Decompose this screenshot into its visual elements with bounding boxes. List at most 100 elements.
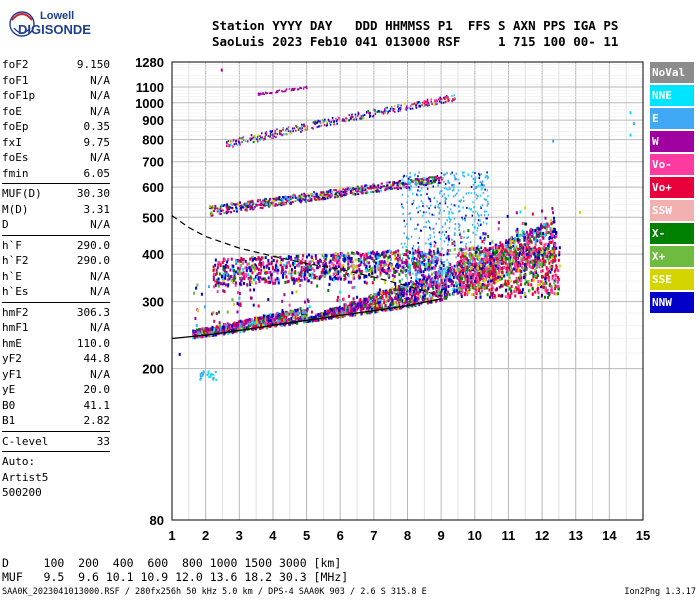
echo-point: [465, 270, 467, 273]
echo-point: [438, 231, 441, 234]
echo-point: [385, 291, 388, 295]
echo-point: [470, 253, 473, 257]
echo-point: [474, 176, 477, 179]
echo-point: [257, 323, 260, 327]
echo-point: [514, 294, 517, 298]
echo-point: [474, 262, 477, 266]
echo-point: [443, 233, 446, 236]
echo-point: [254, 327, 257, 331]
echo-point: [545, 230, 548, 234]
echo-point: [490, 292, 493, 296]
echo-point: [352, 267, 355, 271]
echo-point: [447, 234, 450, 238]
echo-point: [496, 248, 499, 252]
echo-point: [540, 251, 543, 255]
echo-point: [484, 232, 487, 236]
echo-point: [416, 250, 419, 254]
echo-point: [230, 257, 233, 261]
echo-point: [263, 280, 266, 284]
echo-point: [448, 181, 451, 184]
echo-point: [551, 256, 554, 260]
echo-point: [519, 290, 522, 294]
echo-point: [555, 264, 558, 268]
echo-point: [501, 246, 504, 250]
echo-point: [484, 254, 487, 258]
param-row-mufd: MUF(D) 30.30: [2, 186, 110, 202]
param-row-b0: B0 41.1: [2, 398, 110, 414]
echo-point: [494, 264, 497, 268]
echo-point: [337, 272, 340, 276]
echo-point: [534, 246, 537, 250]
echo-point: [453, 183, 455, 186]
echo-point: [440, 189, 443, 192]
echo-point: [337, 262, 340, 266]
echo-point: [439, 202, 441, 205]
echo-point: [436, 250, 439, 254]
echo-point: [365, 274, 368, 278]
echo-point: [467, 229, 470, 233]
echo-point: [465, 271, 468, 275]
echo-point: [317, 261, 320, 265]
echo-point: [240, 204, 243, 207]
echo-point: [514, 266, 517, 270]
echo-point: [433, 244, 436, 248]
echo-point: [288, 270, 291, 274]
echo-point: [542, 285, 545, 289]
echo-point: [525, 230, 528, 234]
echo-point: [389, 250, 392, 254]
echo-point: [506, 214, 509, 218]
echo-point: [515, 245, 518, 249]
echo-point: [504, 265, 507, 269]
echo-point: [282, 312, 285, 316]
param-value: 20.0: [83, 383, 111, 396]
echo-point: [335, 258, 338, 262]
echo-point: [461, 254, 464, 258]
echo-point: [409, 176, 412, 179]
echo-point: [372, 295, 375, 299]
echo-point: [417, 262, 420, 266]
echo-point: [397, 252, 400, 256]
echo-point: [310, 310, 313, 314]
echo-point: [294, 314, 297, 318]
echo-point: [535, 265, 538, 269]
echo-point: [394, 296, 397, 300]
echo-point: [347, 251, 350, 255]
echo-point: [533, 252, 536, 256]
echo-point: [544, 225, 547, 229]
echo-point: [414, 173, 416, 176]
echo-point: [539, 283, 542, 287]
echo-point: [455, 283, 458, 286]
echo-point: [483, 242, 485, 245]
echo-point: [444, 199, 447, 202]
echo-point: [251, 271, 254, 275]
echo-point: [538, 229, 541, 233]
echo-point: [305, 320, 308, 324]
echo-point: [298, 262, 301, 266]
echo-point: [217, 284, 220, 288]
echo-point: [486, 293, 489, 297]
echo-point: [507, 257, 510, 261]
echo-point: [514, 257, 517, 261]
echo-point: [524, 206, 527, 210]
echo-point: [360, 298, 363, 302]
echo-point: [471, 257, 474, 261]
echo-point: [218, 321, 221, 325]
echo-point: [483, 283, 486, 287]
echo-point: [462, 196, 465, 199]
echo-point: [462, 200, 465, 203]
echo-point: [317, 266, 320, 270]
autoscale-line: 500200: [2, 486, 42, 499]
echo-point: [266, 271, 269, 275]
echo-point: [547, 242, 550, 246]
echo-point: [369, 309, 372, 313]
echo-point: [477, 289, 480, 293]
echo-point: [453, 240, 455, 243]
echo-point: [450, 282, 453, 286]
echo-point: [540, 270, 543, 274]
echo-point: [358, 301, 361, 305]
echo-point: [447, 194, 450, 197]
echo-point: [419, 257, 421, 260]
echo-point: [444, 267, 447, 271]
echo-point: [477, 247, 480, 251]
param-label: B1: [2, 414, 16, 427]
